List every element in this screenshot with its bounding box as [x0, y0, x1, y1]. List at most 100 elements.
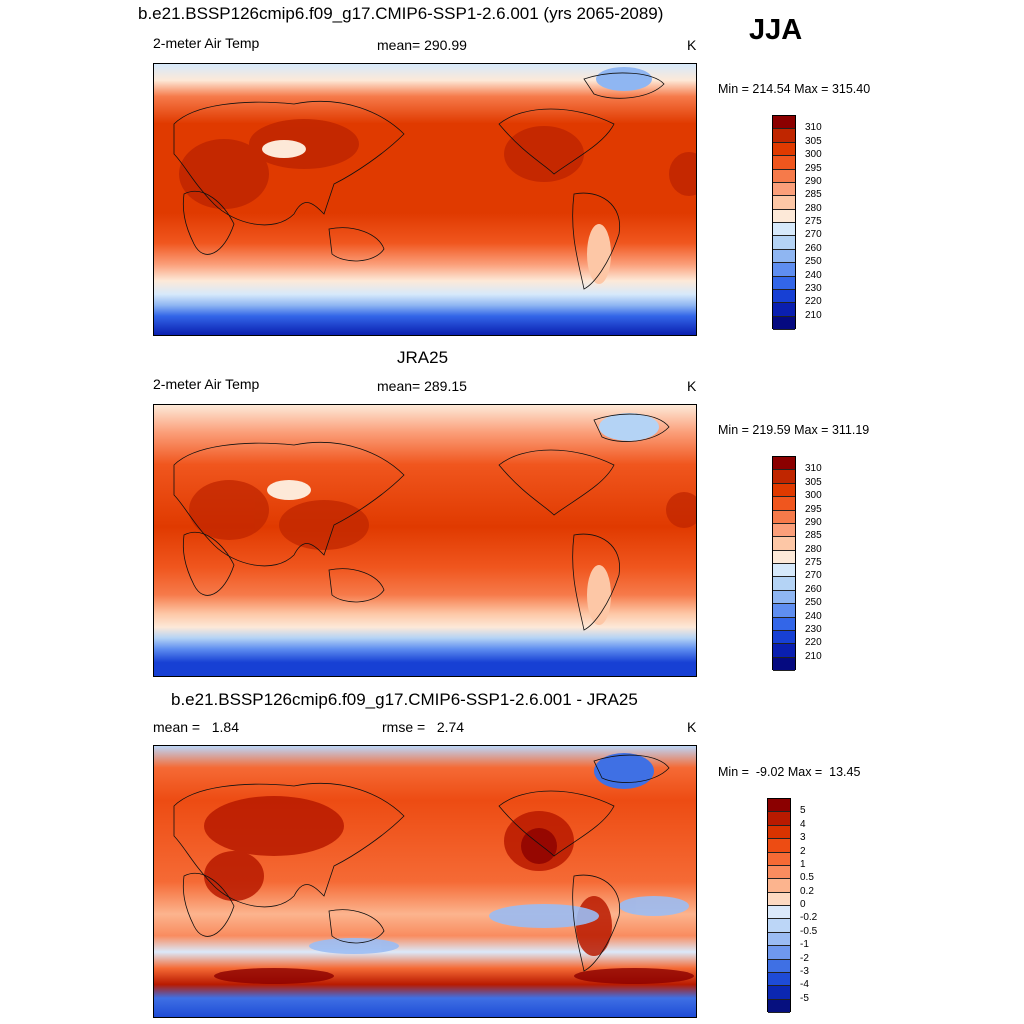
panel1-colorbar-swatch	[773, 156, 795, 170]
panel2-colorbar-tick-label: 285	[805, 530, 822, 542]
panel1-colorbar-swatch	[773, 169, 795, 183]
panel3-colorbar-tick-label: 0.5	[800, 872, 814, 884]
panel2-observed-temperature-map	[153, 404, 697, 677]
panel2-colorbar-swatch	[773, 590, 795, 605]
panel1-colorbar-swatch	[773, 196, 795, 210]
panel2-colorbar-swatch	[773, 550, 795, 564]
panel3-colorbar-tick-label: 2	[800, 845, 806, 857]
panel1-colorbar-swatch	[773, 303, 795, 317]
panel1-units: K	[687, 37, 697, 53]
panel1-colorbar-tick-label: 230	[805, 282, 822, 294]
panel2-colorbar-swatch	[773, 497, 795, 511]
panel2-colorbar-swatch	[773, 457, 795, 471]
panel3-colorbar: 5 4 3 2 1 0.5 0.2 0 -0.2 -0.5 -1 -2 -3 -4 -5	[767, 798, 827, 1013]
season-label: JJA	[749, 14, 803, 46]
panel1-colorbar-swatch	[773, 249, 795, 264]
panel2-colorbar-swatch	[773, 523, 795, 538]
panel1-colorbar-tick-label: 250	[805, 256, 822, 268]
panel1-colorbar-tick-label: 275	[805, 216, 822, 227]
panel1-colorbar-swatch	[773, 289, 795, 304]
panel2-colorbar-tick-label: 260	[805, 583, 822, 595]
panel2-colorbar-tick-label: 310	[805, 463, 822, 475]
panel1-colorbar-swatch	[773, 209, 795, 223]
panel1-map-graphic	[154, 64, 696, 335]
panel3-colorbar-swatch	[768, 959, 790, 973]
panel3-colorbar-tick-label: -3	[800, 965, 809, 977]
panel3-colorbar-tick-label: 3	[800, 832, 806, 844]
panel2-title: JRA25	[397, 348, 449, 367]
panel3-colorbar-swatch	[768, 852, 790, 866]
panel1-model-temperature-map	[153, 63, 697, 336]
panel2-colorbar-swatch	[773, 657, 795, 671]
panel3-colorbar-tick-label: -4	[800, 979, 809, 991]
panel2-mean-label: mean= 289.15	[377, 378, 467, 394]
panel2-colorbar-swatch	[773, 537, 795, 551]
panel2-map-graphic	[154, 405, 696, 676]
panel1-colorbar-tick-label: 260	[805, 242, 822, 254]
panel3-map-graphic	[154, 746, 696, 1017]
panel2-colorbar-swatches	[772, 456, 796, 671]
panel2-colorbar-tick-label: 290	[805, 516, 822, 528]
panel1-colorbar-tick-label: 305	[805, 135, 822, 147]
panel3-colorbar-swatch	[768, 932, 790, 947]
panel3-colorbar-swatch	[768, 812, 790, 826]
panel3-colorbar-swatch	[768, 839, 790, 853]
panel1-colorbar-swatches	[772, 115, 796, 330]
panel1-mean-label: mean= 290.99	[377, 37, 467, 53]
panel2-colorbar-swatch	[773, 564, 795, 578]
panel3-colorbar-swatch	[768, 972, 790, 987]
panel2-colorbar-tick-label: 270	[805, 570, 822, 582]
panel2-colorbar-swatch	[773, 470, 795, 484]
panel2-colorbar-swatch	[773, 483, 795, 498]
panel3-colorbar-tick-label: -0.5	[800, 925, 818, 937]
panel1-colorbar-swatch	[773, 223, 795, 237]
panel3-colorbar-tick-label: 0	[800, 899, 806, 910]
panel3-colorbar-swatch	[768, 799, 790, 813]
panel1-colorbar-tick-label: 295	[805, 162, 822, 174]
panel2-units: K	[687, 378, 697, 394]
panel1-title: b.e21.BSSP126cmip6.f09_g17.CMIP6-SSP1-2.…	[138, 4, 664, 23]
panel3-colorbar-swatch	[768, 919, 790, 933]
panel1-colorbar-tick-label: 290	[805, 175, 822, 187]
panel1-colorbar-tick-label: 220	[805, 296, 822, 308]
panel1-colorbar-swatch	[773, 263, 795, 277]
panel3-colorbar-tick-label: -0.2	[800, 912, 818, 924]
panel3-colorbar-swatch	[768, 865, 790, 880]
panel3-colorbar-swatch	[768, 986, 790, 1000]
panel1-colorbar-tick-label: 240	[805, 269, 822, 281]
panel3-difference-map	[153, 745, 697, 1018]
panel1-colorbar-swatch	[773, 129, 795, 143]
panel3-title: b.e21.BSSP126cmip6.f09_g17.CMIP6-SSP1-2.…	[171, 690, 638, 709]
panel3-colorbar-swatch	[768, 892, 790, 906]
panel2-colorbar-tick-label: 220	[805, 637, 822, 649]
panel1-colorbar-swatch	[773, 236, 795, 250]
panel2-colorbar-tick-label: 305	[805, 476, 822, 488]
panel1-colorbar-swatch	[773, 116, 795, 130]
panel2-colorbar-swatch	[773, 577, 795, 591]
panel3-colorbar-tick-label: 1	[800, 858, 806, 870]
panel2-variable-label: 2-meter Air Temp	[153, 376, 260, 392]
panel1-colorbar: 310 305 300 295 290 285 280 275 270 260 250 240 230 2…	[772, 115, 832, 330]
panel1-variable-label: 2-meter Air Temp	[153, 35, 260, 51]
panel2-colorbar-swatch	[773, 604, 795, 618]
panel2-minmax: Min = 219.59 Max = 311.19	[718, 423, 870, 437]
panel1-colorbar-tick-label: 210	[805, 309, 822, 321]
panel2-colorbar-swatch	[773, 644, 795, 658]
panel2-colorbar-tick-label: 250	[805, 597, 822, 609]
panel3-colorbar-swatches	[767, 798, 791, 1013]
panel3-colorbar-swatch	[768, 906, 790, 920]
panel2-colorbar-tick-label: 280	[805, 543, 822, 555]
panel3-mean-label: mean = 1.84	[153, 719, 240, 735]
panel3-minmax: Min = -9.02 Max = 13.45	[718, 765, 861, 779]
panel1-colorbar-tick-label: 310	[805, 122, 822, 134]
panel3-colorbar-tick-label: 0.2	[800, 885, 814, 897]
panel1-colorbar-tick-label: 270	[805, 229, 822, 241]
panel2-colorbar-swatch	[773, 617, 795, 631]
panel3-colorbar-swatch	[768, 879, 790, 893]
panel2-colorbar-tick-label: 295	[805, 503, 822, 515]
panel2-colorbar-tick-label: 210	[805, 650, 822, 662]
panel2-colorbar-tick-label: 230	[805, 623, 822, 635]
panel1-colorbar-swatch	[773, 142, 795, 157]
panel3-colorbar-tick-label: 5	[800, 805, 806, 817]
panel2-colorbar-tick-label: 240	[805, 610, 822, 622]
